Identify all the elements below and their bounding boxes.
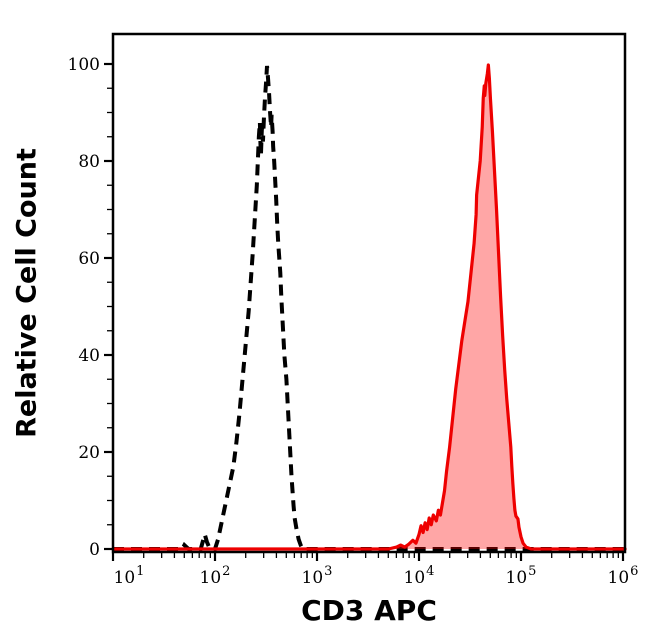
x-tick-base: 10 — [506, 568, 528, 588]
x-tick-base: 10 — [200, 568, 222, 588]
y-tick-label: 40 — [78, 346, 100, 366]
x-tick-base: 10 — [404, 568, 426, 588]
x-tick-exponent: 1 — [136, 564, 144, 579]
x-tick-label: 102 — [200, 564, 231, 588]
x-tick-exponent: 2 — [222, 564, 230, 579]
x-tick-exponent: 4 — [426, 564, 434, 579]
x-tick-exponent: 6 — [630, 564, 638, 579]
y-tick-label: 100 — [68, 55, 100, 75]
x-tick-label: 105 — [506, 564, 537, 588]
red-histogram-outline — [111, 63, 627, 551]
y-tick-label: 0 — [89, 540, 100, 560]
y-tick-label: 80 — [78, 152, 100, 172]
y-tick-label: 20 — [78, 443, 100, 463]
dashed-control-curve — [113, 65, 626, 551]
x-tick-exponent: 5 — [528, 564, 536, 579]
x-tick-exponent: 3 — [324, 564, 332, 579]
x-tick-label: 103 — [302, 564, 333, 588]
x-axis-title: CD3 APC — [301, 594, 437, 627]
red-histogram-fill — [113, 64, 626, 549]
x-tick-label: 104 — [404, 564, 435, 588]
x-tick-label: 101 — [114, 564, 145, 588]
x-tick-label: 106 — [608, 564, 639, 588]
x-tick-base: 10 — [608, 568, 630, 588]
y-axis-title: Relative Cell Count — [11, 148, 43, 438]
x-tick-base: 10 — [114, 568, 136, 588]
y-tick-label: 60 — [78, 249, 100, 269]
plot-frame — [111, 32, 627, 554]
x-tick-base: 10 — [302, 568, 324, 588]
